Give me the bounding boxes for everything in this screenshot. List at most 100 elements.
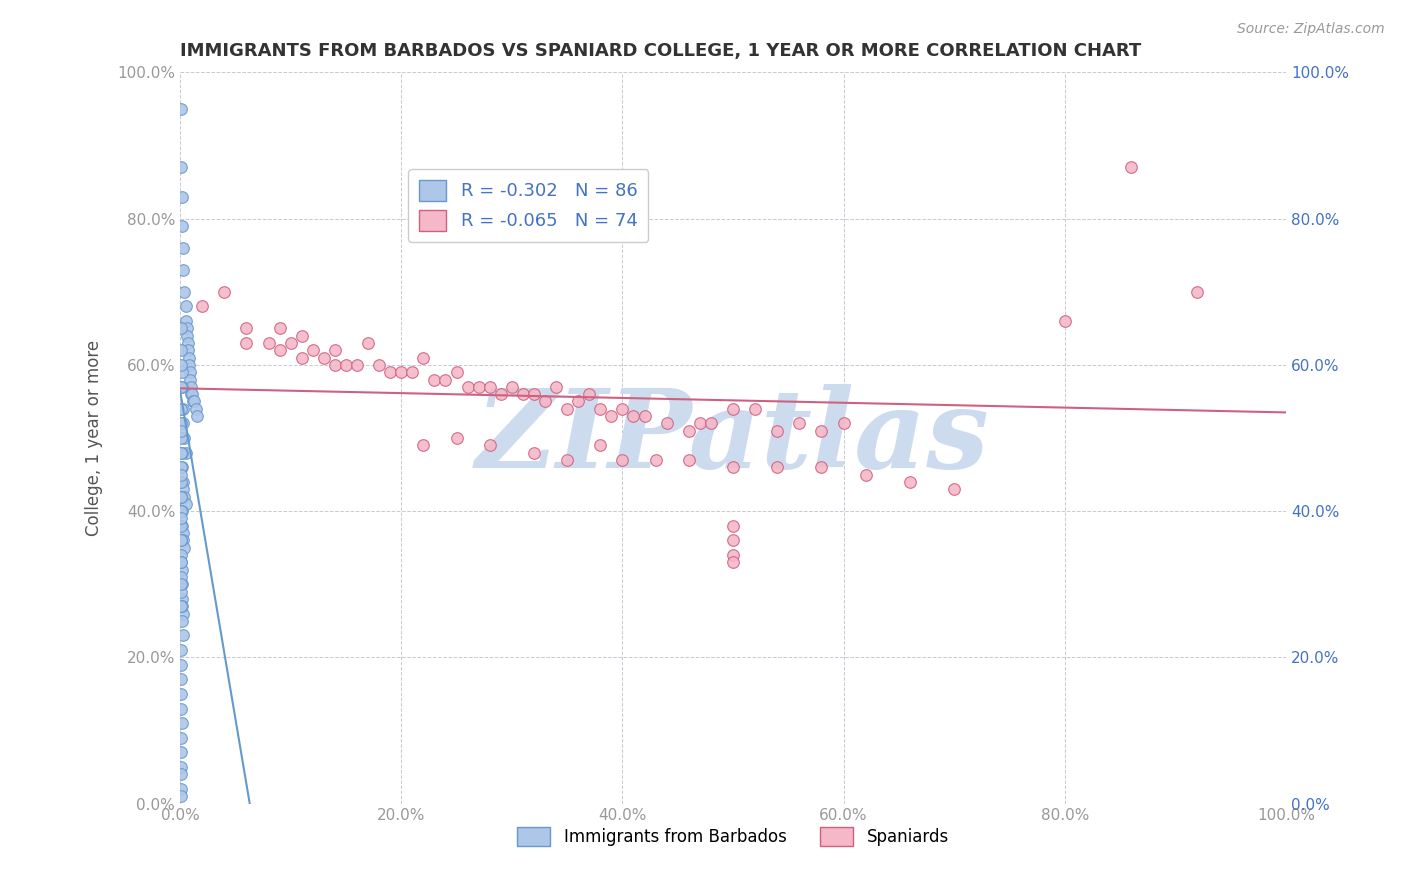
Point — [170, 504, 193, 518]
Point — [389, 365, 412, 379]
Point — [567, 394, 589, 409]
Point — [721, 555, 744, 569]
Point — [172, 219, 194, 233]
Point — [177, 358, 200, 372]
Point — [172, 533, 194, 548]
Text: Source: ZipAtlas.com: Source: ZipAtlas.com — [1237, 22, 1385, 37]
Point — [170, 643, 193, 657]
Point — [721, 533, 744, 548]
Point — [170, 460, 193, 475]
Point — [269, 343, 291, 358]
Y-axis label: College, 1 year or more: College, 1 year or more — [86, 340, 103, 536]
Point — [721, 518, 744, 533]
Point — [170, 746, 193, 760]
Point — [600, 409, 623, 423]
Point — [612, 453, 634, 467]
Point — [380, 365, 402, 379]
Point — [689, 417, 711, 431]
Point — [766, 424, 789, 438]
Point — [357, 335, 380, 350]
Point — [633, 409, 655, 423]
Point — [172, 563, 194, 577]
Point — [180, 380, 202, 394]
Point — [170, 343, 193, 358]
Point — [235, 335, 257, 350]
Point — [170, 358, 193, 372]
Point — [170, 533, 193, 548]
Point — [177, 335, 200, 350]
Text: ZIPatlas: ZIPatlas — [477, 384, 990, 491]
Point — [172, 577, 194, 591]
Point — [1187, 285, 1209, 299]
Point — [721, 401, 744, 416]
Point — [170, 490, 193, 504]
Point — [678, 453, 700, 467]
Point — [170, 731, 193, 745]
Point — [291, 351, 314, 365]
Point — [172, 628, 194, 642]
Point — [172, 526, 194, 541]
Point — [589, 438, 612, 452]
Point — [257, 335, 280, 350]
Point — [170, 701, 193, 715]
Point — [172, 380, 194, 394]
Point — [191, 300, 214, 314]
Point — [612, 401, 634, 416]
Point — [269, 321, 291, 335]
Point — [412, 438, 434, 452]
Point — [323, 343, 346, 358]
Point — [578, 387, 600, 401]
Point — [183, 394, 205, 409]
Point — [943, 482, 966, 496]
Point — [489, 387, 512, 401]
Point — [170, 657, 193, 672]
Point — [174, 497, 197, 511]
Point — [744, 401, 766, 416]
Point — [170, 424, 193, 438]
Point — [170, 321, 193, 335]
Point — [170, 555, 193, 569]
Point — [170, 548, 193, 562]
Point — [173, 285, 195, 299]
Point — [434, 372, 457, 386]
Point — [335, 358, 357, 372]
Point — [832, 417, 855, 431]
Point — [467, 380, 489, 394]
Point — [172, 263, 194, 277]
Point — [446, 431, 468, 445]
Point — [789, 417, 811, 431]
Point — [555, 453, 578, 467]
Point — [170, 555, 193, 569]
Point — [170, 782, 193, 797]
Point — [346, 358, 368, 372]
Point — [174, 314, 197, 328]
Point — [170, 417, 193, 431]
Point — [446, 365, 468, 379]
Point — [177, 351, 200, 365]
Point — [179, 372, 201, 386]
Point — [700, 417, 723, 431]
Point — [170, 760, 193, 774]
Point — [457, 380, 479, 394]
Point — [170, 445, 193, 459]
Point — [172, 365, 194, 379]
Point — [898, 475, 921, 489]
Point — [810, 424, 832, 438]
Point — [181, 394, 204, 409]
Point — [235, 321, 257, 335]
Point — [170, 584, 193, 599]
Point — [1053, 314, 1076, 328]
Point — [412, 351, 434, 365]
Point — [312, 351, 335, 365]
Point — [170, 401, 193, 416]
Point — [170, 577, 193, 591]
Point — [176, 328, 198, 343]
Point — [423, 372, 446, 386]
Point — [170, 599, 193, 614]
Point — [323, 358, 346, 372]
Point — [301, 343, 323, 358]
Point — [172, 482, 194, 496]
Point — [214, 285, 236, 299]
Point — [855, 467, 877, 482]
Point — [172, 241, 194, 255]
